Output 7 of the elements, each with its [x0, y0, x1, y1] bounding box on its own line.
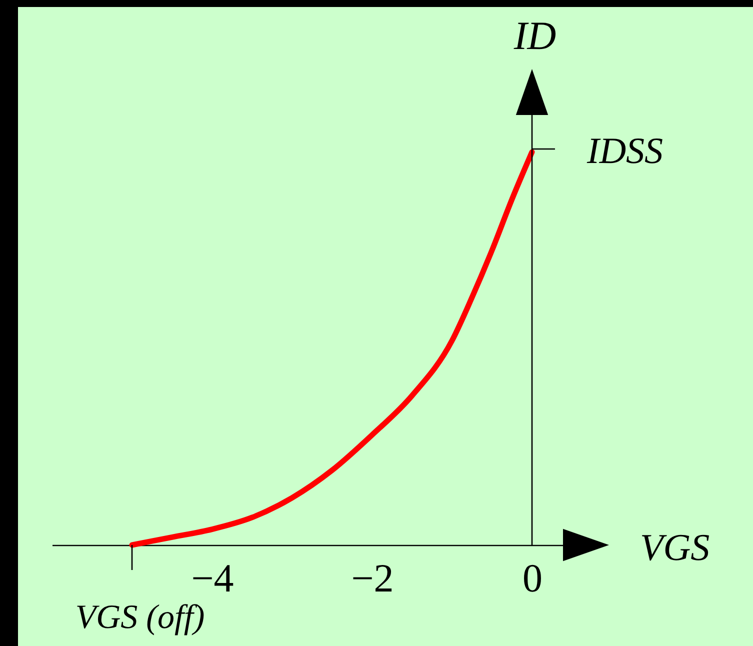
annotation: IDSS — [586, 131, 664, 172]
x-axis-title: VGS — [640, 527, 710, 569]
x-tick-label: 0 — [522, 556, 542, 600]
y-axis-title: ID — [512, 13, 556, 58]
annotation: VGS (off) — [75, 599, 205, 636]
x-tick-label: −2 — [351, 556, 394, 600]
x-tick-label: −4 — [191, 556, 234, 600]
